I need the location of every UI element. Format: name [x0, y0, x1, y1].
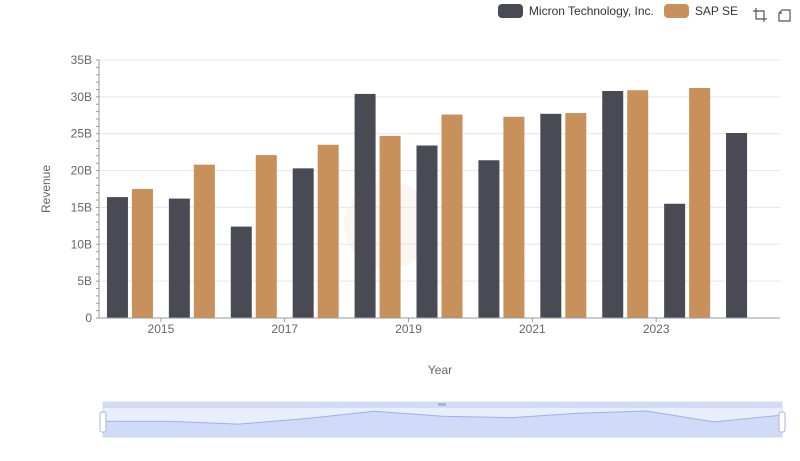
y-axis-label: Revenue [39, 165, 53, 213]
bar-micron-2015[interactable] [168, 198, 190, 318]
zoom-preview-area [103, 411, 782, 437]
y-tick-label: 5B [77, 274, 92, 288]
bar-micron-2024[interactable] [726, 132, 748, 318]
bar-micron-2022[interactable] [602, 90, 624, 319]
y-tick-label: 0 [85, 311, 92, 325]
bar-sap-2021[interactable] [565, 113, 587, 319]
data-zoom-slider[interactable] [99, 401, 786, 438]
bars [106, 88, 748, 319]
bar-micron-2019[interactable] [416, 145, 438, 318]
legend-label-micron: Micron Technology, Inc. [528, 4, 654, 18]
x-tick-label: 2023 [643, 322, 670, 336]
legend-swatch-sap [663, 4, 689, 18]
bar-sap-2023[interactable] [689, 88, 711, 318]
bar-sap-2016[interactable] [255, 155, 277, 318]
x-tick-label: 2019 [395, 322, 422, 336]
y-tick-label: 35B [71, 53, 92, 67]
bar-micron-2017[interactable] [292, 168, 314, 318]
zoom-drag-grip[interactable] [438, 403, 446, 406]
bar-micron-2014[interactable] [106, 197, 128, 318]
bar-micron-2018[interactable] [354, 93, 376, 318]
legend-item-micron[interactable]: Micron Technology, Inc. [497, 4, 654, 18]
zoom-preview-line [102, 410, 783, 425]
x-axis-label: Year [428, 363, 452, 377]
zoom-icon[interactable] [752, 7, 768, 23]
bar-sap-2018[interactable] [379, 135, 401, 318]
y-tick-label: 10B [71, 237, 92, 251]
zoom-handle-left[interactable] [99, 411, 107, 433]
bar-micron-2023[interactable] [664, 203, 686, 318]
x-tick-label: 2015 [148, 322, 175, 336]
x-tick-label: 2017 [271, 322, 298, 336]
y-tick-label: 30B [71, 90, 92, 104]
bar-sap-2019[interactable] [441, 114, 463, 318]
legend: Micron Technology, Inc. SAP SE [497, 4, 738, 18]
y-tick-label: 25B [71, 127, 92, 141]
y-tick-label: 15B [71, 200, 92, 214]
toolbox [752, 7, 792, 23]
restore-icon[interactable] [776, 7, 792, 23]
bar-sap-2020[interactable] [503, 116, 525, 318]
bar-micron-2021[interactable] [540, 113, 562, 318]
bar-sap-2014[interactable] [131, 189, 153, 318]
y-tick-label: 20B [71, 164, 92, 178]
x-tick-label: 2021 [519, 322, 546, 336]
bar-micron-2020[interactable] [478, 160, 500, 318]
bar-sap-2017[interactable] [317, 144, 339, 318]
bar-sap-2015[interactable] [193, 164, 215, 318]
legend-label-sap: SAP SE [694, 4, 738, 18]
bar-micron-2016[interactable] [230, 226, 252, 318]
bar-sap-2022[interactable] [627, 90, 649, 318]
axes: 0 5B 10B 15B 20B 25B 30B 35B 2015 2017 2019 2021 202… [71, 53, 780, 336]
legend-swatch-micron [497, 4, 523, 18]
legend-item-sap[interactable]: SAP SE [663, 4, 738, 18]
zoom-handle-right[interactable] [778, 411, 786, 433]
